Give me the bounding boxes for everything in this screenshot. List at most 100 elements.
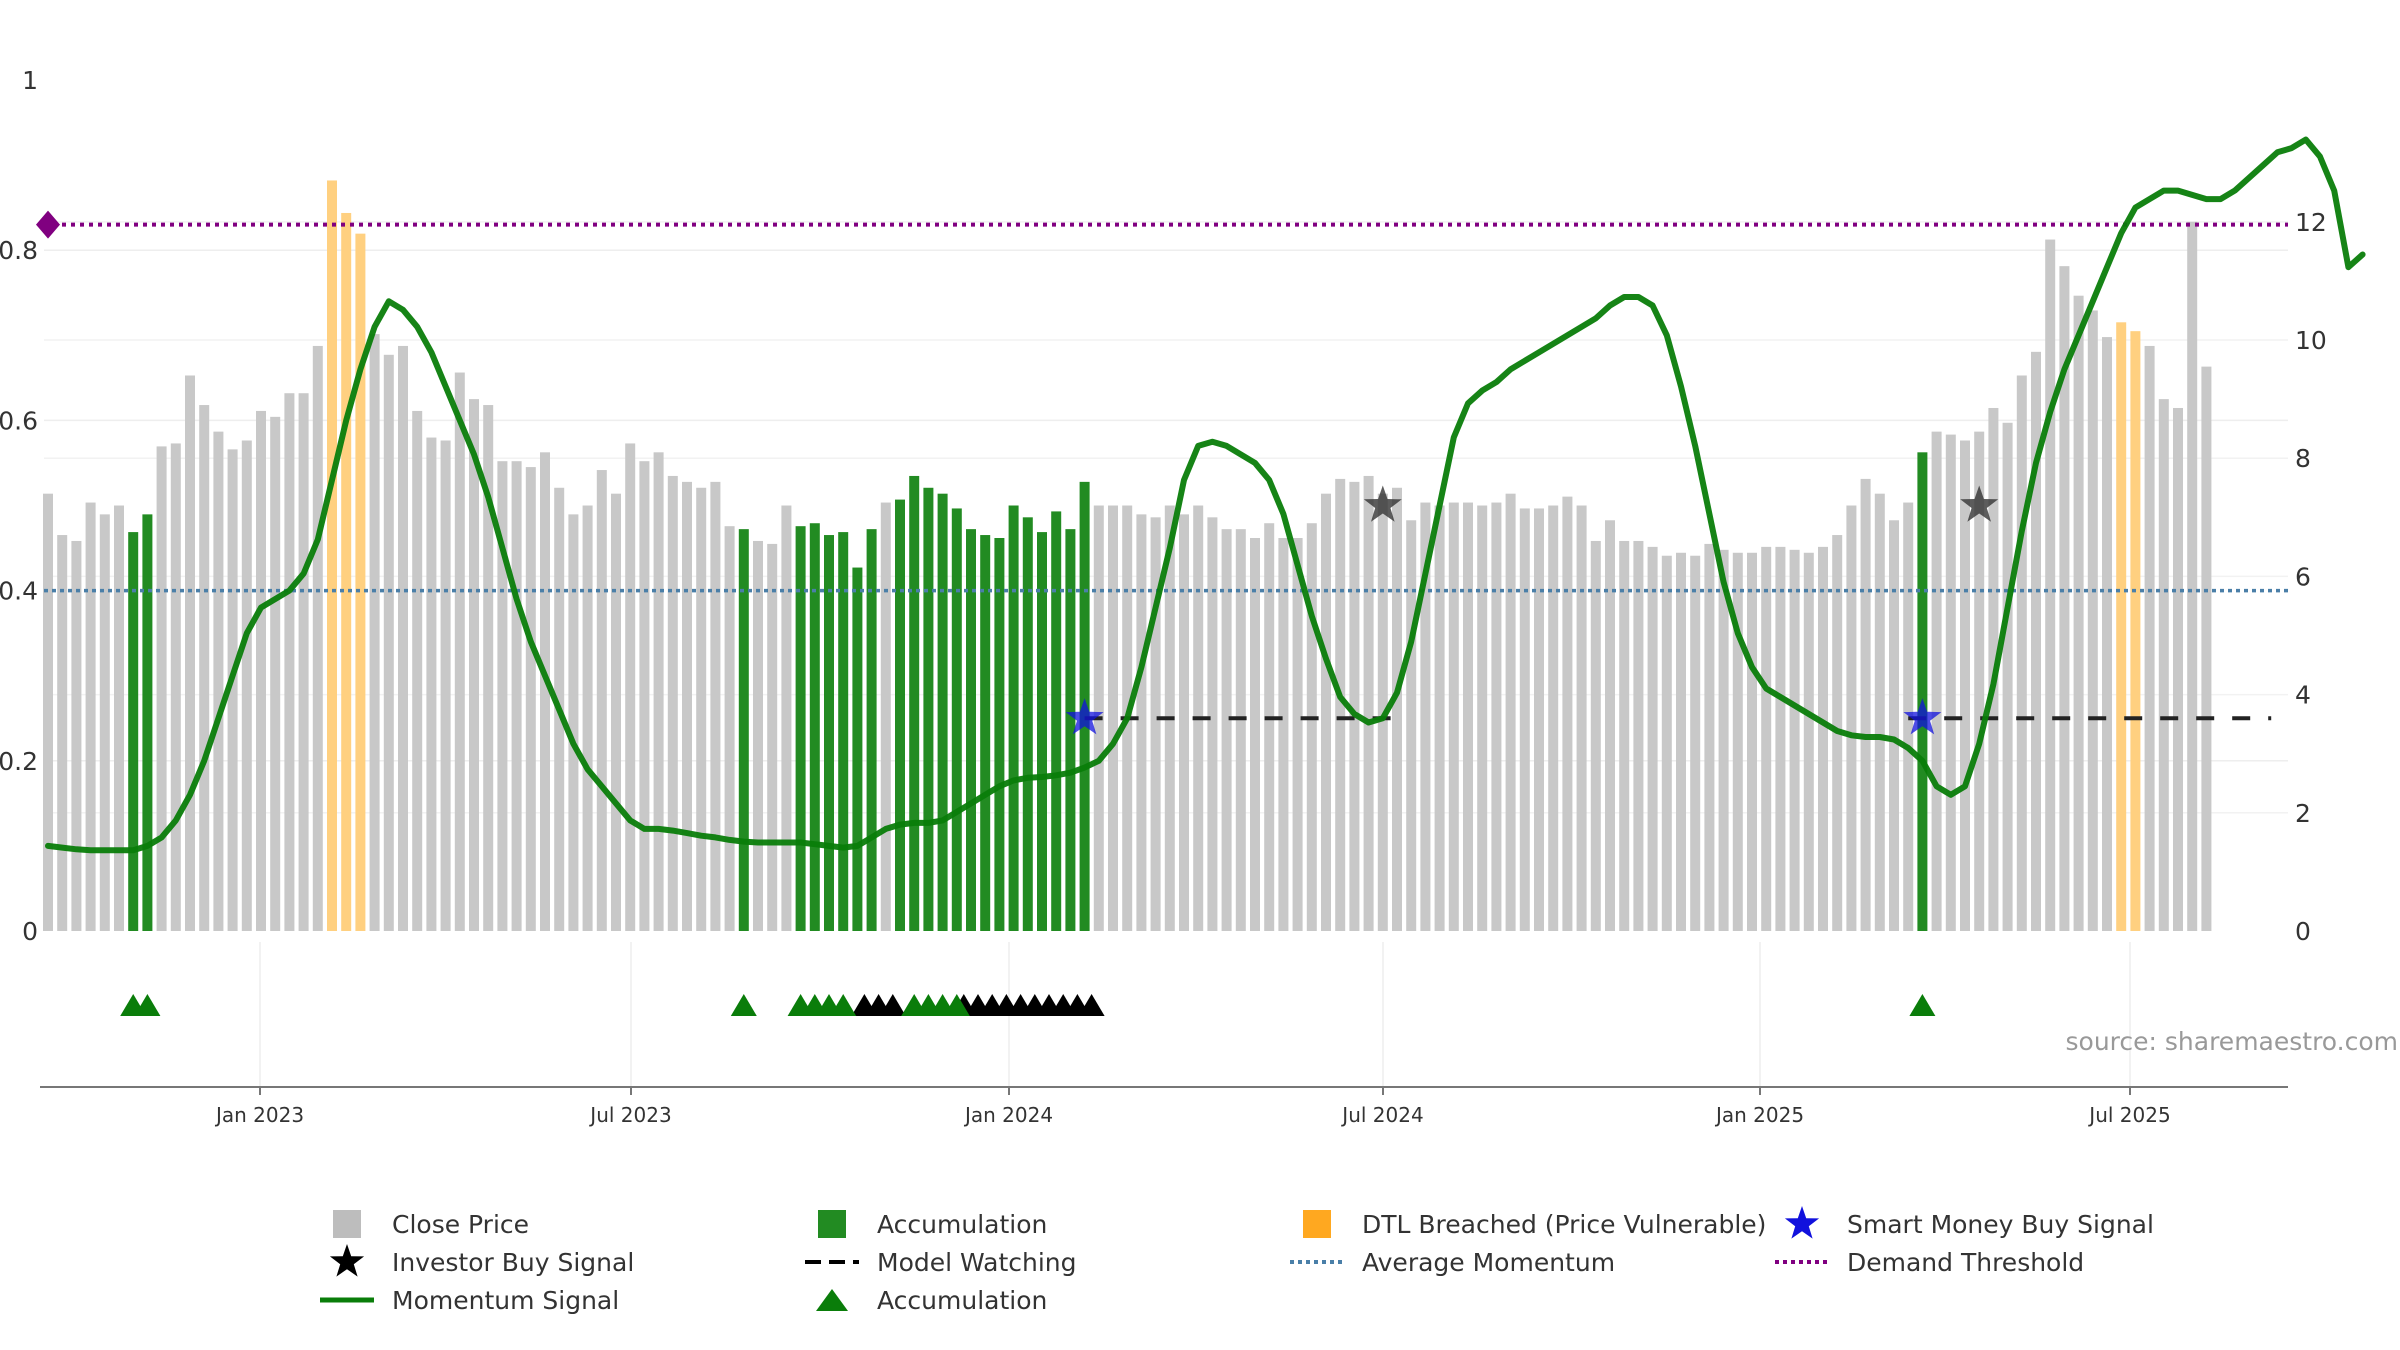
close-price-bar	[312, 345, 323, 931]
legend-close-price: Close Price	[320, 1205, 529, 1243]
legend-label: Model Watching	[877, 1247, 1077, 1277]
close-price-bar	[1292, 538, 1303, 931]
close-price-bar	[525, 467, 536, 931]
close-price-bar	[85, 502, 96, 931]
accumulation-bar	[951, 508, 962, 931]
y-right-tick-label: 2	[2295, 799, 2311, 828]
close-price-bar	[1207, 517, 1218, 931]
dtl-breached-bar	[2116, 322, 2127, 932]
close-price-bar	[1747, 552, 1757, 931]
close-price-bar	[1789, 549, 1800, 931]
close-price-bar	[880, 502, 891, 931]
close-price-bar	[511, 461, 522, 931]
close-price-bar	[653, 452, 664, 931]
close-price-bar	[227, 449, 238, 931]
close-price-bar	[426, 437, 437, 931]
solid-line-icon	[320, 1281, 374, 1319]
y-right-tick-label: 10	[2295, 326, 2327, 355]
close-price-bar	[199, 405, 210, 931]
y-left-tick-label: 1	[22, 66, 38, 95]
close-price-bar	[753, 540, 763, 931]
accumulation-bar	[994, 538, 1005, 931]
smart-money-star	[1065, 698, 1104, 735]
close-price-bar	[1477, 505, 1488, 931]
close-price-bar	[568, 514, 579, 931]
close-price-bar	[1434, 505, 1445, 931]
close-price-bar	[611, 493, 621, 931]
close-price-bar	[156, 446, 167, 931]
y-right-tick-label: 6	[2295, 562, 2311, 591]
legend-label: Close Price	[392, 1209, 530, 1239]
accumulation-bar	[738, 529, 749, 931]
star-icon	[1775, 1205, 1829, 1243]
y-left-tick-label: 0.6	[0, 406, 38, 435]
accumulation-triangle	[730, 994, 757, 1016]
close-price-bar	[596, 470, 607, 931]
close-price-bar	[440, 440, 451, 931]
square-icon	[1290, 1205, 1344, 1243]
close-price-bar	[383, 354, 394, 931]
close-price-bar	[1235, 529, 1246, 931]
legend-model-watching: Model Watching	[805, 1243, 1077, 1281]
accumulation-bar	[795, 526, 806, 931]
close-price-bar	[2059, 266, 2070, 931]
close-price-bar	[241, 440, 252, 931]
y-right-tick-label: 12	[2295, 208, 2327, 237]
close-price-bar	[298, 393, 309, 931]
legend-label: Investor Buy Signal	[392, 1247, 635, 1277]
legend-dtl-breached: DTL Breached (Price Vulnerable)	[1290, 1205, 1766, 1243]
close-price-bar	[1803, 552, 1814, 931]
close-price-bar	[2073, 295, 2084, 932]
axis-layer: Jan 2023 Jul 2023 Jan 2024 Jul 2024 Jan 2025…	[0, 66, 2327, 1127]
accumulation-bar	[1008, 505, 1019, 931]
close-price-bar	[1860, 478, 1871, 931]
close-price-bar	[1761, 546, 1772, 931]
close-price-bar	[2158, 399, 2169, 931]
legend-label: Average Momentum	[1362, 1247, 1616, 1277]
close-price-bar	[540, 452, 550, 931]
close-price-bar	[99, 514, 110, 931]
close-price-bar	[1250, 538, 1260, 931]
accumulation-bar	[1065, 529, 1076, 931]
accumulation-bar	[980, 535, 991, 931]
close-price-bar	[1619, 540, 1630, 931]
close-price-bar	[1463, 502, 1473, 931]
x-tick-label: Jan 2025	[1714, 1103, 1804, 1127]
close-price-bar	[1491, 502, 1502, 931]
close-price-bar	[639, 461, 650, 931]
accumulation-bar	[937, 493, 948, 931]
accumulation-bar	[128, 532, 139, 931]
accumulation-bar	[1917, 452, 1928, 931]
momentum-signal-line	[45, 136, 2366, 854]
close-price-bar	[1732, 552, 1743, 931]
accumulation-triangle	[830, 994, 857, 1016]
accumulation-triangle	[943, 994, 970, 1016]
close-price-bar	[497, 461, 508, 931]
close-price-bar	[781, 505, 792, 931]
accumulation-bar	[895, 499, 905, 931]
close-price-bar	[1321, 493, 1331, 931]
close-price-bar	[2187, 221, 2198, 932]
close-price-bar	[696, 487, 707, 931]
accumulation-bar	[824, 535, 834, 931]
dotted-line-icon	[1775, 1243, 1829, 1281]
y-right-tick-label: 8	[2295, 444, 2311, 473]
close-price-bar	[1519, 508, 1530, 931]
y-right-tick-label: 0	[2295, 917, 2311, 946]
legend-accumulation-triangle: Accumulation	[805, 1281, 1047, 1319]
close-price-bar	[1335, 478, 1346, 931]
star-icon	[320, 1243, 374, 1281]
close-price-bar	[1874, 493, 1885, 931]
dashed-line-icon	[805, 1243, 859, 1281]
close-price-bar	[2016, 375, 2027, 932]
close-price-bar	[1889, 520, 1899, 931]
close-price-bar	[412, 410, 423, 931]
close-price-bar	[170, 443, 181, 931]
close-price-bar	[454, 372, 465, 931]
demand-threshold-marker	[36, 210, 60, 239]
close-price-bar	[270, 416, 281, 932]
dtl-breached-bar	[355, 233, 366, 931]
close-price-bar	[1349, 481, 1360, 931]
investor-buy-star	[1363, 485, 1402, 522]
legend-accumulation-bar: Accumulation	[805, 1205, 1047, 1243]
